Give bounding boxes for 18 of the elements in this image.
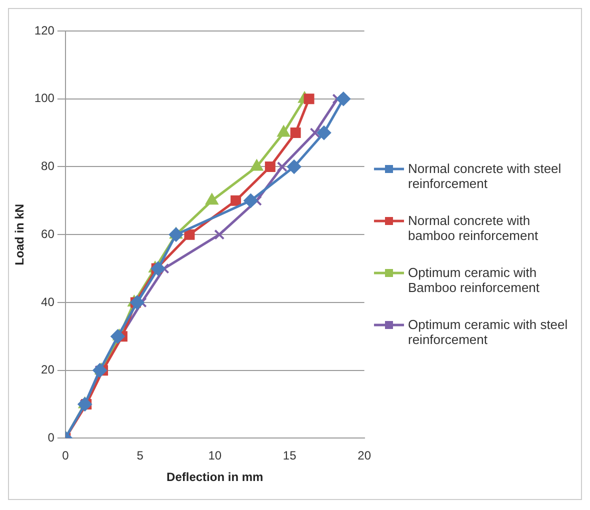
legend-label: Normal concrete with steel reinforcement	[408, 161, 562, 191]
y-tick-label: 120	[34, 23, 55, 38]
legend-label: Optimum ceramic with steel reinforcement	[408, 317, 569, 347]
y-tick-label: 100	[34, 91, 55, 106]
y-tick-label: 40	[41, 294, 55, 309]
x-tick-label: 10	[208, 448, 222, 463]
x-tick-label: 0	[62, 448, 70, 463]
y-tick-label: 80	[41, 159, 55, 174]
y-tick-label: 0	[48, 430, 55, 445]
y-axis-title: Load in kN	[12, 204, 27, 266]
x-tick-label: 20	[358, 448, 372, 463]
y-tick-label: 20	[41, 362, 55, 377]
x-tick-label: 5	[136, 448, 144, 463]
y-tick-label: 60	[41, 226, 55, 241]
x-axis-title: Deflection in mm	[166, 470, 264, 484]
x-tick-label: 15	[282, 448, 297, 463]
legend-label: Optimum ceramic with Bamboo reinforcement	[408, 265, 541, 295]
legend-label: Normal concrete with bamboo reinforcement	[408, 213, 540, 243]
